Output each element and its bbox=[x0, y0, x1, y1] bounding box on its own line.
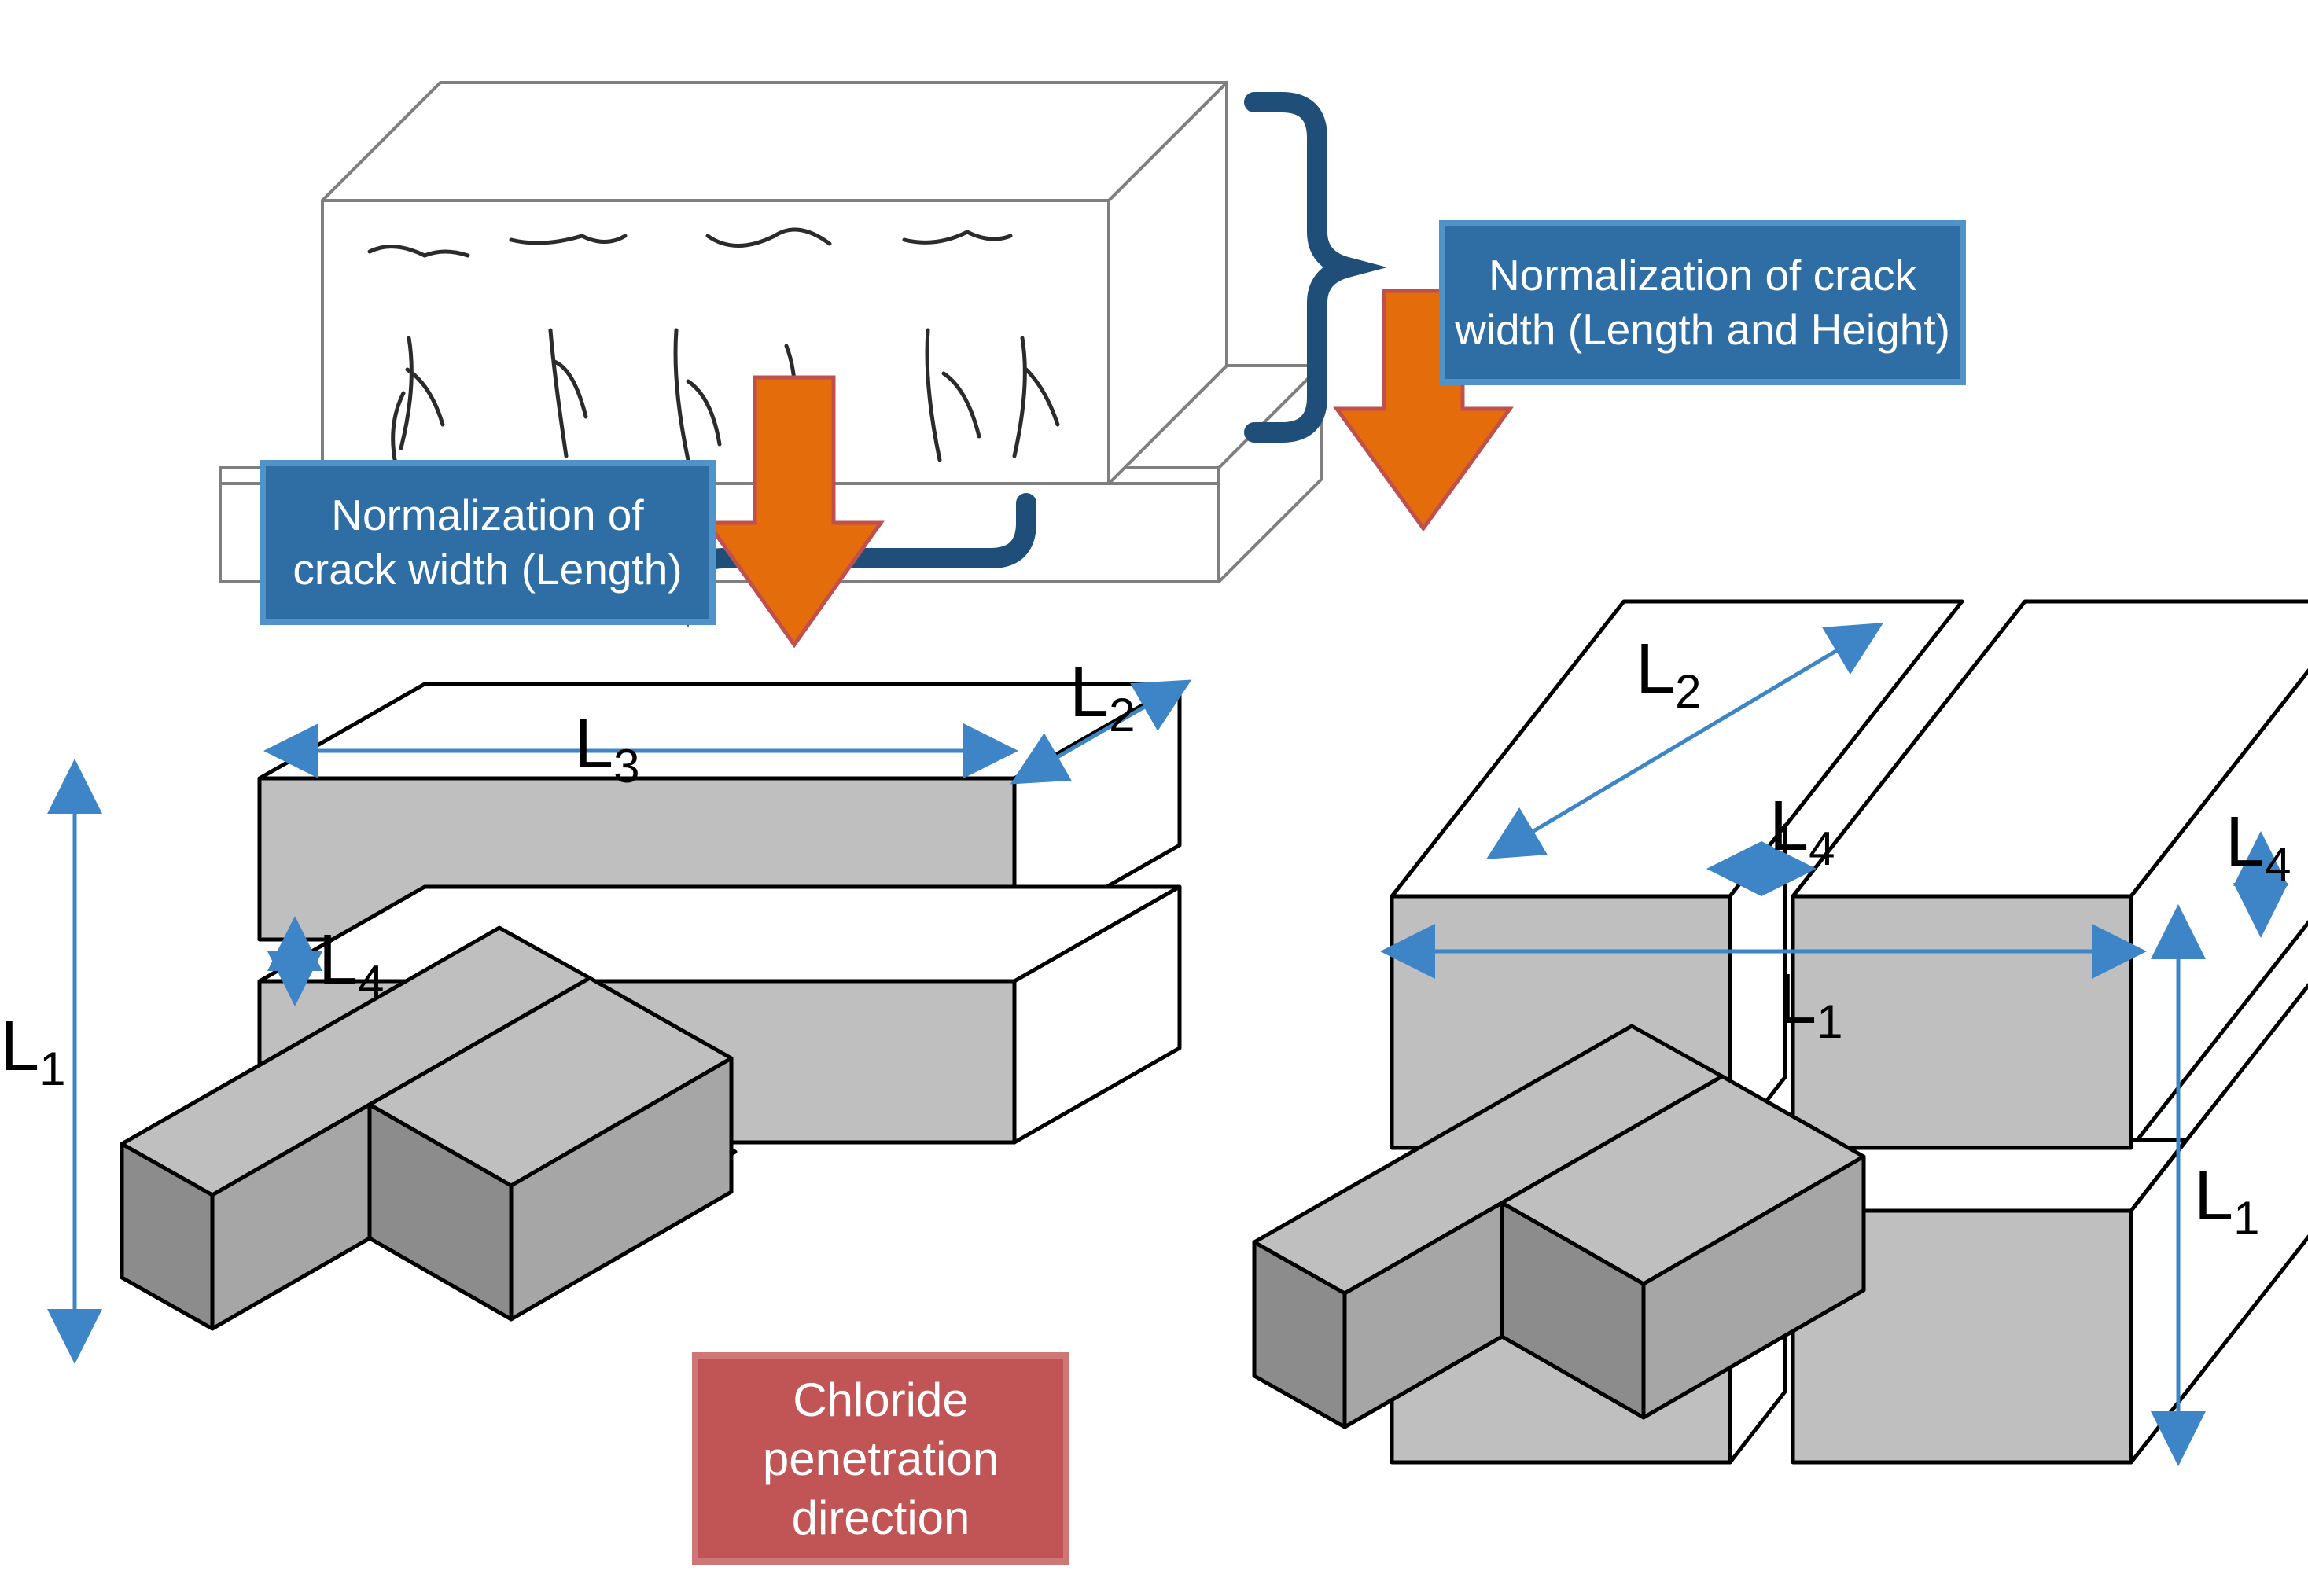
dim-L4-v-right: L4 bbox=[2225, 802, 2291, 892]
r-front-tr bbox=[1793, 896, 2131, 1148]
dim-L1-left: L1 bbox=[0, 1006, 65, 1096]
dim-L2-left: L2 bbox=[1069, 653, 1135, 742]
label-normalization-length: Normalization ofcrack width (Length) bbox=[260, 460, 716, 625]
dim-L4-h-right: L4 bbox=[1769, 786, 1835, 876]
label-normalization-length-height: Normalization of crackwidth (Length and … bbox=[1439, 220, 1966, 385]
dim-L3-left: L3 bbox=[574, 704, 639, 793]
dim-L2-right: L2 bbox=[1636, 629, 1701, 719]
dim-L1-front-right: L1 bbox=[1777, 959, 1842, 1049]
label-chloride-direction: Chloridepenetrationdirection bbox=[692, 1352, 1069, 1565]
dim-L1-side-right: L1 bbox=[2194, 1156, 2259, 1245]
dim-L4-left: L4 bbox=[318, 920, 384, 1009]
